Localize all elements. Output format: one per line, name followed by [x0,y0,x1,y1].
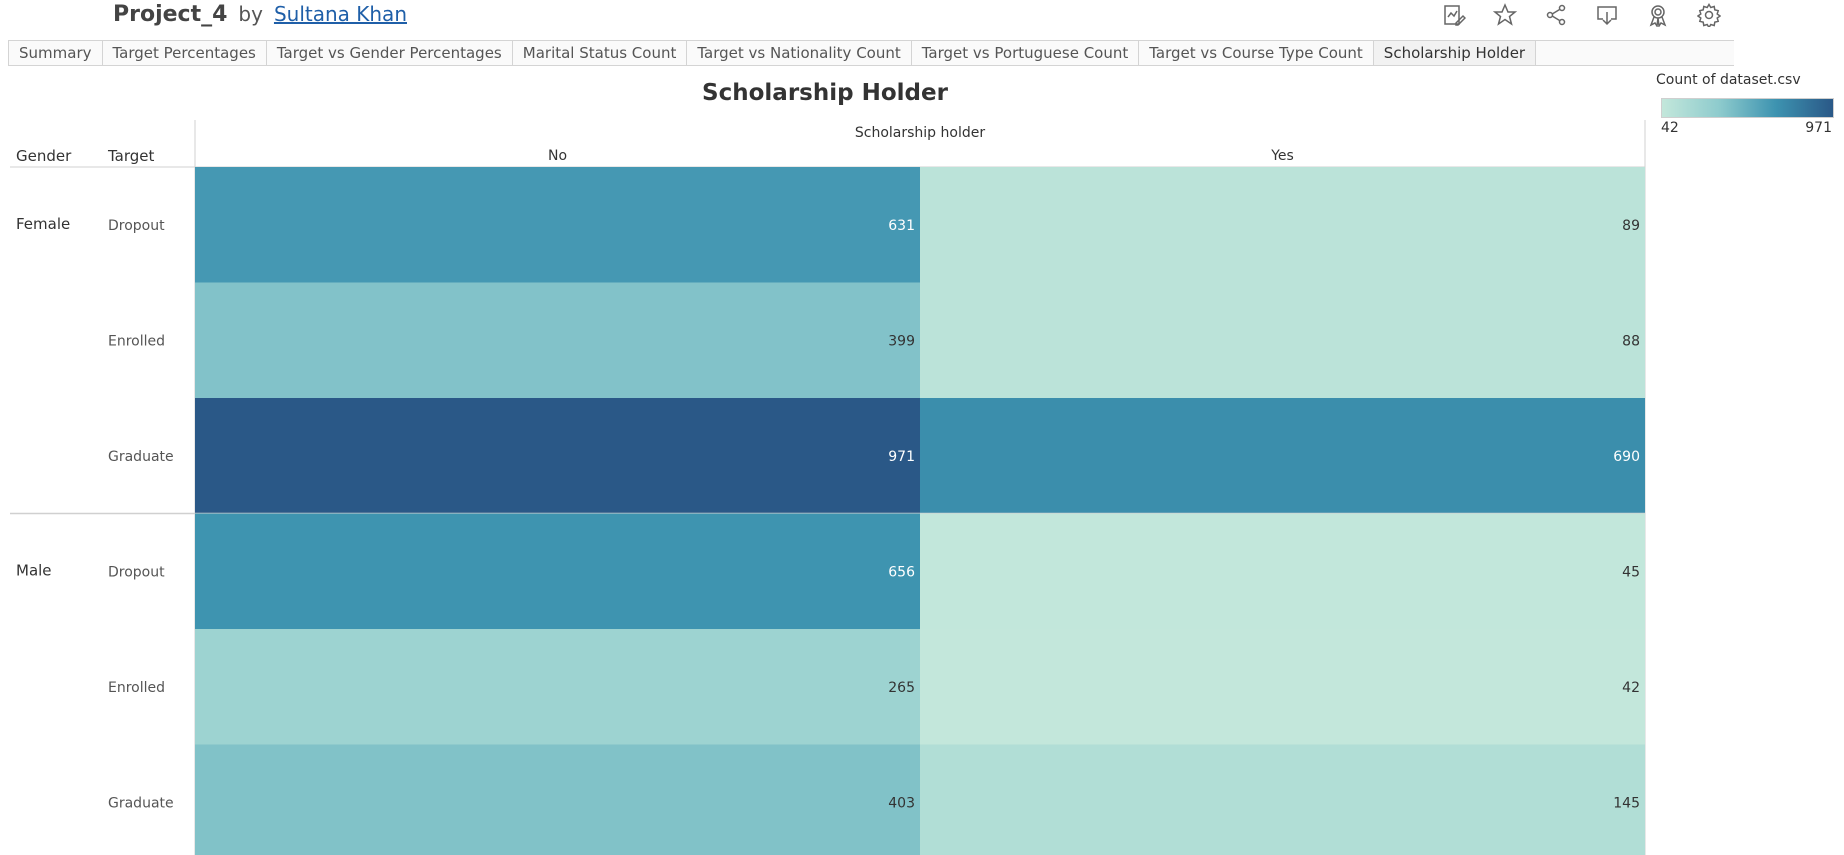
sheet-tabs: Summary Target Percentages Target vs Gen… [8,40,1734,66]
cell-value-label: 971 [888,449,915,465]
target-label-enrolled: Enrolled [108,680,165,696]
chart-title: Scholarship Holder [702,80,948,106]
star-icon[interactable] [1479,2,1530,28]
heatmap-cell [920,282,1645,398]
legend-min-label: 42 [1661,120,1679,136]
tab-target-vs-nationality-count[interactable]: Target vs Nationality Count [687,41,912,65]
column-header-yes: Yes [1270,148,1294,164]
heatmap-cell [195,629,920,745]
cell-value-label: 88 [1622,333,1640,349]
heatmap-chart: Scholarship holder Gender Target No Yes Femal… [10,120,1646,855]
cell-value-label: 145 [1613,795,1640,811]
cell-value-label: 399 [888,333,915,349]
target-label-dropout: Dropout [108,218,165,234]
tab-marital-status-count[interactable]: Marital Status Count [513,41,688,65]
legend-color-ramp [1661,98,1834,118]
tab-target-vs-course-type-count[interactable]: Target vs Course Type Count [1139,41,1374,65]
heatmap-cell [920,629,1645,745]
legend-title: Count of dataset.csv [1656,72,1801,88]
gender-label-female: Female [16,215,70,233]
heatmap-cell [920,513,1645,629]
tab-scholarship-holder[interactable]: Scholarship Holder [1373,41,1537,65]
heatmap-cell [195,398,920,514]
target-label-enrolled: Enrolled [108,333,165,349]
row-header-gender: Gender [16,147,72,165]
target-label-graduate: Graduate [108,795,174,811]
cell-value-label: 45 [1622,564,1640,580]
row-header-target: Target [107,147,155,165]
toolbar [1428,2,1734,28]
column-header-no: No [548,148,567,164]
tab-target-vs-portuguese-count[interactable]: Target vs Portuguese Count [912,41,1140,65]
gender-label-male: Male [16,562,52,580]
heatmap-cell [195,513,920,629]
heatmap-cell [195,167,920,283]
heatmap-cell [920,744,1645,855]
cell-value-label: 631 [888,218,915,234]
cell-value-label: 690 [1613,449,1640,465]
target-label-dropout: Dropout [108,564,165,580]
cell-value-label: 403 [888,795,915,811]
gear-icon[interactable] [1683,2,1734,28]
by-label: by [238,2,263,26]
workbook-title: Project_4 by Sultana Khan [113,2,407,27]
tab-target-vs-gender-percentages[interactable]: Target vs Gender Percentages [267,41,513,65]
tab-target-percentages[interactable]: Target Percentages [103,41,267,65]
edit-icon[interactable] [1428,2,1479,28]
cell-value-label: 42 [1622,680,1640,696]
cell-value-label: 265 [888,680,915,696]
cell-value-label: 89 [1622,218,1640,234]
heatmap-cell [195,744,920,855]
header: Project_4 by Sultana Khan [0,0,1844,34]
target-label-graduate: Graduate [108,449,174,465]
legend-max-label: 971 [1805,120,1832,136]
project-name: Project_4 [113,2,228,27]
award-icon[interactable] [1632,2,1683,28]
author-link[interactable]: Sultana Khan [273,2,407,26]
heatmap-cell [920,167,1645,283]
column-field-header: Scholarship holder [855,125,985,141]
download-icon[interactable] [1581,2,1632,28]
share-icon[interactable] [1530,2,1581,28]
heatmap-cell [920,398,1645,514]
heatmap-cell [195,282,920,398]
tab-summary[interactable]: Summary [8,41,103,65]
cell-value-label: 656 [888,564,915,580]
